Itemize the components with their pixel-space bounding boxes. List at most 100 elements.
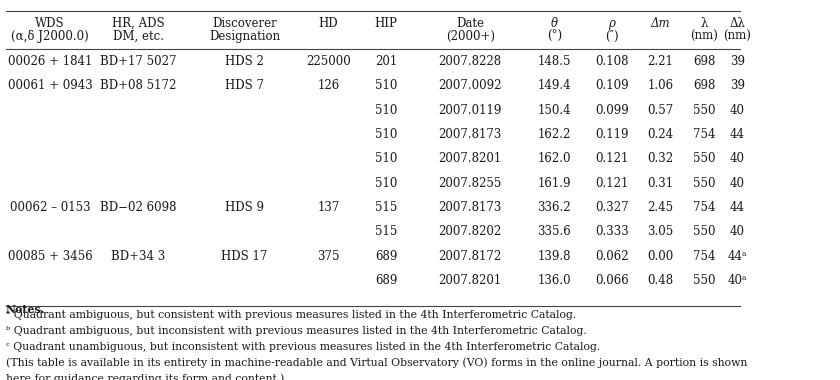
Text: 2007.8173: 2007.8173	[438, 201, 501, 214]
Text: 550: 550	[693, 274, 716, 287]
Text: HR, ADS: HR, ADS	[113, 17, 165, 30]
Text: 2007.8201: 2007.8201	[438, 152, 501, 165]
Text: HDS 7: HDS 7	[225, 79, 264, 92]
Text: 148.5: 148.5	[538, 55, 571, 68]
Text: 00085 + 3456: 00085 + 3456	[8, 250, 92, 263]
Text: 754: 754	[693, 201, 716, 214]
Text: Δm: Δm	[650, 17, 670, 30]
Text: ᵇ Quadrant ambiguous, but inconsistent with previous measures listed in the 4th : ᵇ Quadrant ambiguous, but inconsistent w…	[6, 326, 586, 336]
Text: BD+08 5172: BD+08 5172	[100, 79, 176, 92]
Text: 0.108: 0.108	[595, 55, 628, 68]
Text: 689: 689	[375, 274, 397, 287]
Text: 2007.0119: 2007.0119	[438, 104, 501, 117]
Text: 39: 39	[730, 79, 745, 92]
Text: HDS 9: HDS 9	[225, 201, 264, 214]
Text: 2007.8173: 2007.8173	[438, 128, 501, 141]
Text: 510: 510	[375, 152, 397, 165]
Text: 40ᵃ: 40ᵃ	[727, 274, 747, 287]
Text: 550: 550	[693, 152, 716, 165]
Text: 2007.8172: 2007.8172	[438, 250, 501, 263]
Text: 44ᵃ: 44ᵃ	[727, 250, 747, 263]
Text: 375: 375	[318, 250, 340, 263]
Text: 0.109: 0.109	[595, 79, 628, 92]
Text: BD+34 3: BD+34 3	[112, 250, 165, 263]
Text: 0.24: 0.24	[648, 128, 674, 141]
Text: 136.0: 136.0	[538, 274, 571, 287]
Text: ρ: ρ	[608, 17, 615, 30]
Text: 335.6: 335.6	[538, 225, 571, 238]
Text: 510: 510	[375, 104, 397, 117]
Text: 515: 515	[375, 225, 397, 238]
Text: 40: 40	[730, 152, 745, 165]
Text: 137: 137	[318, 201, 340, 214]
Text: HDS 17: HDS 17	[222, 250, 268, 263]
Text: 161.9: 161.9	[538, 177, 571, 190]
Text: DM, etc.: DM, etc.	[113, 30, 164, 43]
Text: 0.121: 0.121	[595, 177, 628, 190]
Text: 139.8: 139.8	[538, 250, 571, 263]
Text: 00026 + 1841: 00026 + 1841	[8, 55, 92, 68]
Text: 754: 754	[693, 128, 716, 141]
Text: (″): (″)	[605, 30, 618, 43]
Text: WDS: WDS	[35, 17, 65, 30]
Text: 0.00: 0.00	[647, 250, 674, 263]
Text: 689: 689	[375, 250, 397, 263]
Text: Designation: Designation	[209, 30, 281, 43]
Text: 162.0: 162.0	[538, 152, 571, 165]
Text: 149.4: 149.4	[538, 79, 571, 92]
Text: 0.48: 0.48	[648, 274, 674, 287]
Text: 150.4: 150.4	[538, 104, 571, 117]
Text: (2000+): (2000+)	[446, 30, 495, 43]
Text: 00061 + 0943: 00061 + 0943	[8, 79, 92, 92]
Text: 2.45: 2.45	[648, 201, 674, 214]
Text: HDS 2: HDS 2	[225, 55, 264, 68]
Text: 698: 698	[693, 79, 716, 92]
Text: 0.57: 0.57	[647, 104, 674, 117]
Text: BD−02 6098: BD−02 6098	[100, 201, 176, 214]
Text: (nm): (nm)	[723, 30, 751, 43]
Text: 2007.8201: 2007.8201	[438, 274, 501, 287]
Text: 550: 550	[693, 177, 716, 190]
Text: 00062 – 0153: 00062 – 0153	[10, 201, 91, 214]
Text: 126: 126	[318, 79, 339, 92]
Text: 0.333: 0.333	[595, 225, 628, 238]
Text: 225000: 225000	[307, 55, 351, 68]
Text: 40: 40	[730, 177, 745, 190]
Text: (°): (°)	[547, 30, 562, 43]
Text: 510: 510	[375, 128, 397, 141]
Text: 40: 40	[730, 225, 745, 238]
Text: 510: 510	[375, 177, 397, 190]
Text: 2007.8255: 2007.8255	[438, 177, 501, 190]
Text: 0.327: 0.327	[595, 201, 628, 214]
Text: (nm): (nm)	[690, 30, 718, 43]
Text: here for guidance regarding its form and content.): here for guidance regarding its form and…	[6, 374, 284, 380]
Text: 3.05: 3.05	[647, 225, 674, 238]
Text: 0.062: 0.062	[595, 250, 628, 263]
Text: 1.06: 1.06	[648, 79, 674, 92]
Text: 336.2: 336.2	[538, 201, 571, 214]
Text: 162.2: 162.2	[538, 128, 571, 141]
Text: (This table is available in its entirety in machine-readable and Virtual Observa: (This table is available in its entirety…	[6, 358, 748, 368]
Text: 698: 698	[693, 55, 716, 68]
Text: 0.119: 0.119	[595, 128, 628, 141]
Text: 39: 39	[730, 55, 745, 68]
Text: λ: λ	[701, 17, 708, 30]
Text: 201: 201	[375, 55, 397, 68]
Text: Δλ: Δλ	[729, 17, 745, 30]
Text: 0.32: 0.32	[648, 152, 674, 165]
Text: 2007.8228: 2007.8228	[438, 55, 501, 68]
Text: 0.121: 0.121	[595, 152, 628, 165]
Text: 44: 44	[730, 128, 745, 141]
Text: BD+17 5027: BD+17 5027	[100, 55, 176, 68]
Text: 0.099: 0.099	[595, 104, 628, 117]
Text: 0.066: 0.066	[595, 274, 628, 287]
Text: 2.21: 2.21	[648, 55, 674, 68]
Text: ᶜ Quadrant unambiguous, but inconsistent with previous measures listed in the 4t: ᶜ Quadrant unambiguous, but inconsistent…	[6, 342, 600, 352]
Text: 550: 550	[693, 225, 716, 238]
Text: Notes.: Notes.	[6, 304, 45, 315]
Text: 40: 40	[730, 104, 745, 117]
Text: Date: Date	[456, 17, 484, 30]
Text: 510: 510	[375, 79, 397, 92]
Text: θ: θ	[551, 17, 558, 30]
Text: 2007.0092: 2007.0092	[438, 79, 502, 92]
